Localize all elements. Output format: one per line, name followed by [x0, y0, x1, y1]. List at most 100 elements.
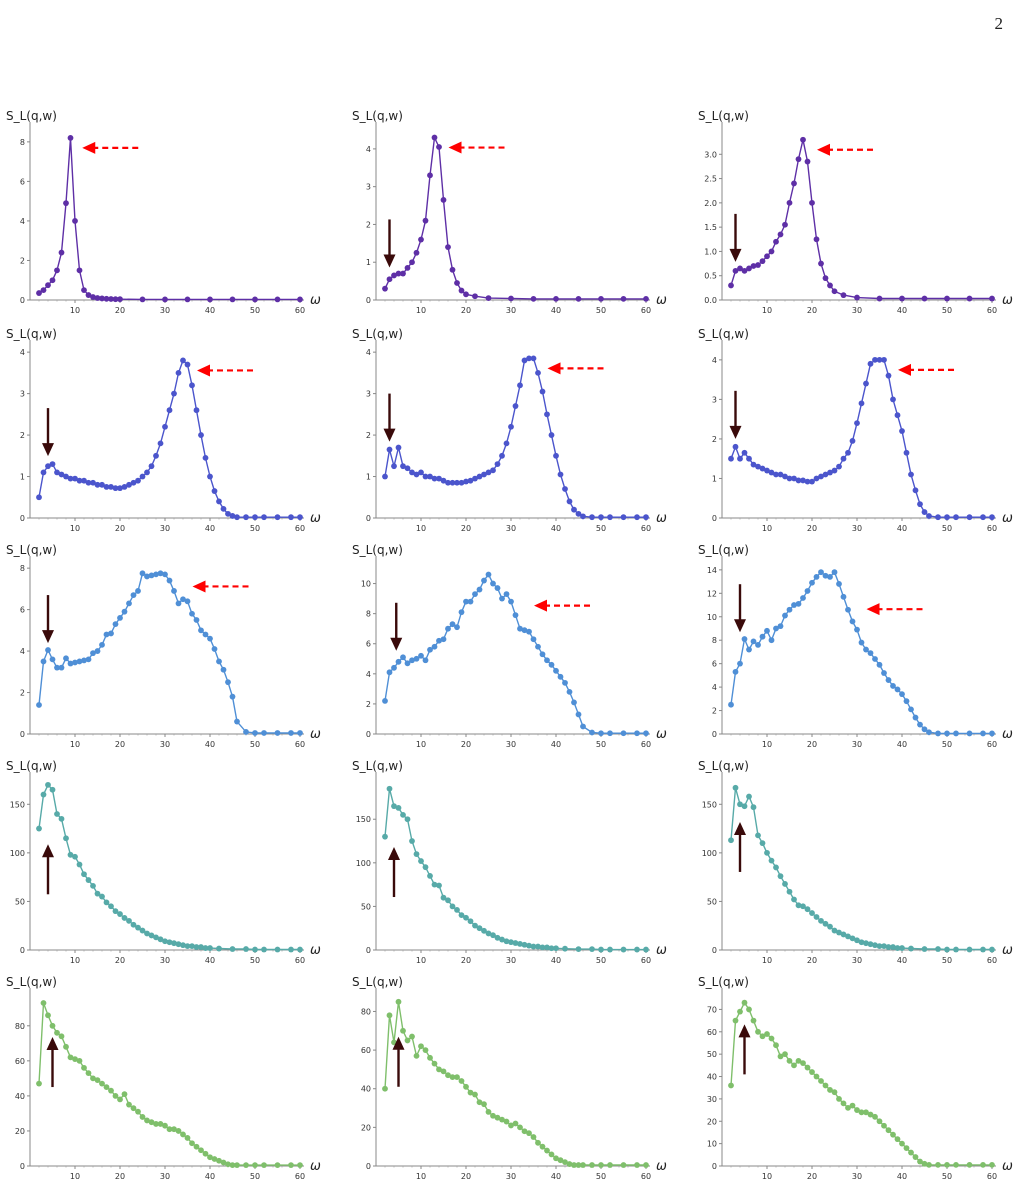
data-point: [99, 893, 105, 900]
data-point: [575, 1162, 582, 1168]
data-point: [67, 135, 74, 141]
data-point: [252, 946, 258, 953]
data-point: [458, 912, 465, 919]
data-point: [63, 835, 69, 842]
data-point: [81, 287, 87, 294]
data-point: [791, 602, 797, 608]
y-tick-label: 0: [20, 1162, 25, 1171]
data-point: [858, 1109, 865, 1116]
data-point: [431, 475, 438, 482]
data-point: [112, 485, 119, 492]
data-point: [121, 915, 128, 921]
data-point: [139, 570, 146, 577]
data-point: [517, 940, 523, 947]
data-point: [989, 514, 995, 521]
data-point: [795, 902, 802, 909]
y-tick-label: 80: [15, 1022, 25, 1031]
data-point: [791, 896, 797, 903]
data-point: [449, 479, 456, 486]
data-point: [867, 941, 874, 948]
y-tick-label: 0: [712, 730, 717, 739]
data-point: [786, 1057, 793, 1064]
data-point: [849, 618, 856, 625]
data-point: [755, 832, 761, 839]
y-tick-label: 2.0: [704, 199, 717, 208]
x-axis-label: ω: [656, 727, 667, 742]
data-point: [157, 440, 164, 447]
series-line: [730, 787, 992, 951]
x-tick-label: 30: [506, 740, 516, 749]
data-point: [198, 1147, 204, 1154]
data-point: [903, 449, 910, 456]
low-arrow-head: [390, 637, 403, 651]
data-point: [103, 899, 110, 906]
data-point: [530, 355, 537, 362]
data-point: [274, 730, 281, 736]
y-tick-label: 12: [707, 589, 717, 598]
data-point: [548, 432, 555, 438]
data-point: [804, 1064, 811, 1071]
data-point: [804, 478, 811, 485]
data-point: [117, 911, 123, 917]
data-point: [490, 932, 496, 939]
data-point: [108, 296, 114, 302]
data-point: [966, 514, 973, 521]
data-point: [184, 361, 191, 368]
data-point: [63, 655, 69, 662]
x-axis-label: ω: [310, 943, 321, 958]
data-point: [395, 804, 402, 811]
chart-panel-3: S_L(q,w) ω 10 20 30 40 50 60 0.0 0.5 1.0 1.5 2.0 2.5 3…: [698, 109, 1013, 315]
data-point: [589, 729, 595, 736]
x-tick-label: 10: [416, 306, 426, 315]
y-tick-label: 4: [20, 647, 25, 656]
data-point: [858, 939, 865, 946]
chart-panel-14: S_L(q,w) ω 10 20 30 40 50 60 0 20 40 60 80: [352, 975, 667, 1181]
x-tick-label: 10: [762, 956, 772, 965]
data-point: [607, 1162, 613, 1168]
data-point: [768, 637, 775, 644]
y-axis-label: S_L(q,w): [6, 109, 57, 123]
x-tick-label: 10: [70, 1172, 80, 1181]
data-point: [144, 930, 150, 937]
data-point: [54, 664, 60, 671]
data-point: [476, 1099, 483, 1106]
data-point: [894, 1136, 901, 1143]
data-point: [634, 946, 640, 953]
data-point: [229, 693, 236, 700]
data-point: [382, 473, 388, 480]
data-point: [863, 380, 869, 387]
data-point: [881, 1122, 887, 1129]
data-point: [508, 1122, 514, 1129]
series-line: [38, 137, 300, 301]
data-point: [58, 664, 65, 671]
data-point: [413, 471, 420, 478]
data-point: [144, 1117, 150, 1124]
y-tick-label: 10: [707, 613, 717, 622]
data-point: [553, 667, 559, 674]
data-point: [445, 625, 451, 632]
data-point: [40, 1000, 47, 1006]
data-point: [58, 1033, 65, 1040]
data-point: [445, 244, 451, 251]
data-point: [261, 514, 267, 521]
data-point: [800, 1060, 806, 1067]
data-point: [953, 730, 959, 737]
data-point: [849, 1102, 856, 1109]
data-point: [840, 292, 847, 299]
data-point: [575, 711, 582, 718]
data-point: [481, 577, 487, 584]
y-tick-label: 3: [366, 390, 371, 399]
y-tick-label: 60: [707, 1028, 717, 1037]
x-tick-label: 10: [416, 524, 426, 533]
data-point: [382, 285, 388, 292]
data-point: [935, 946, 941, 952]
x-tick-label: 50: [942, 740, 952, 749]
data-point: [49, 786, 56, 793]
data-point: [580, 1162, 586, 1168]
data-point: [485, 930, 492, 937]
data-point: [980, 1161, 986, 1168]
data-point: [989, 946, 995, 953]
data-point: [750, 1017, 757, 1024]
data-point: [391, 803, 397, 810]
data-point: [867, 1111, 874, 1118]
